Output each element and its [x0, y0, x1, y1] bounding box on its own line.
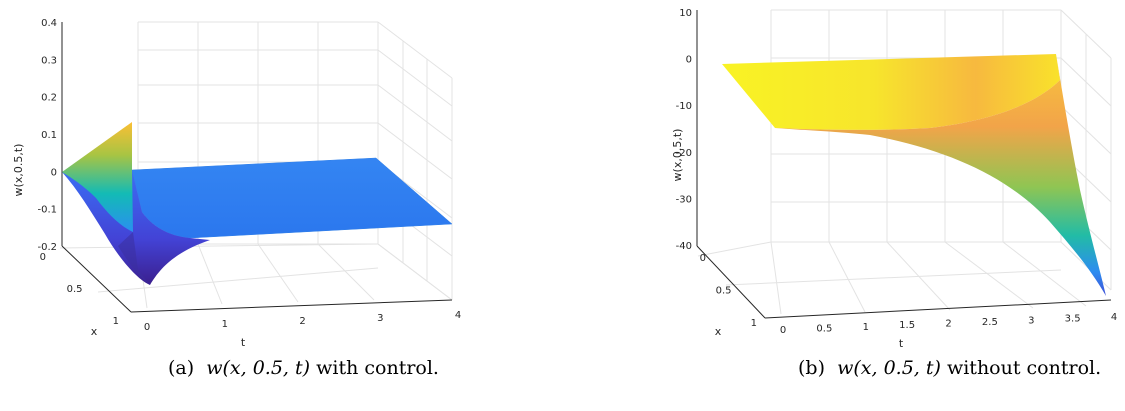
z-tick-label: -10 — [676, 101, 692, 112]
caption-b-text: without control. — [946, 357, 1102, 379]
panel-b-tlabel: t — [899, 337, 904, 350]
z-tick-label: 0 — [686, 55, 692, 66]
x-tick-label: 1 — [751, 318, 757, 329]
x-tick-label: 0.5 — [716, 286, 732, 297]
panel-b-box — [696, 10, 1112, 319]
z-tick-label: -20 — [676, 148, 692, 159]
t-tick-label: 3 — [377, 313, 383, 324]
z-tick-label: 0.4 — [41, 18, 57, 29]
panel-a-z-ticks: 0.4 0.3 0.2 0.1 0 -0.1 -0.2 — [37, 18, 57, 253]
caption-a-text: with control. — [316, 357, 439, 379]
t-tick-label: 2.5 — [982, 317, 998, 328]
panel-b-x-ticks: 00.51 — [700, 253, 757, 329]
z-tick-label: 0.1 — [41, 130, 57, 141]
t-tick-label: 4 — [1111, 312, 1117, 323]
t-tick-label: 3.5 — [1065, 314, 1081, 325]
t-tick-label: 4 — [455, 310, 461, 321]
t-tick-label: 0.5 — [816, 323, 832, 334]
surface-a-peak — [62, 122, 133, 232]
z-tick-label: 0.2 — [41, 93, 57, 104]
t-tick-label: 0 — [144, 322, 150, 333]
z-tick-label: -0.1 — [37, 205, 57, 216]
t-tick-label: 2 — [945, 319, 951, 330]
x-tick-label: 0 — [700, 253, 706, 264]
z-tick-label: 0 — [51, 167, 57, 178]
caption-b-label: (b) — [798, 357, 825, 379]
panel-a-xlabel: x — [91, 325, 98, 338]
caption-b: (b) w(x, 0.5, t) without control. — [798, 357, 1101, 379]
t-tick-label: 1.5 — [899, 320, 915, 331]
caption-a-math: w(x, 0.5, t) — [206, 357, 311, 379]
z-tick-label: 10 — [679, 8, 692, 19]
surface-a-front — [118, 232, 150, 285]
panel-a-zlabel: w(x,0.5,t) — [12, 144, 25, 197]
x-tick-label: 1 — [113, 316, 119, 327]
x-tick-label: 0 — [40, 252, 46, 263]
surface-plot-without-control: 100-10-20-30-40 00.51 0 0.5 1 1.5 2 2.5 3 3.5 4 … — [671, 8, 1117, 350]
z-tick-label: -30 — [676, 194, 692, 205]
surface-b-flat — [722, 54, 1060, 130]
panel-b-t-ticks: 0 0.5 1 1.5 2 2.5 3 3.5 4 — [780, 312, 1117, 336]
x-tick-label: 0.5 — [67, 284, 83, 295]
panel-a-t-ticks: 0 1 2 3 4 — [144, 310, 461, 333]
z-tick-label: -0.2 — [37, 242, 57, 253]
t-tick-label: 1 — [863, 322, 869, 333]
panel-b-zlabel: w(x,0.5,t) — [671, 129, 684, 182]
t-tick-label: 2 — [299, 316, 305, 327]
surface-a-flat — [131, 157, 453, 239]
caption-b-math: w(x, 0.5, t) — [837, 357, 941, 379]
z-tick-label: -40 — [676, 241, 692, 252]
t-tick-label: 1 — [222, 319, 228, 330]
panel-b-xlabel: x — [715, 325, 722, 338]
caption-a: (a) w(x, 0.5, t) with control. — [168, 357, 439, 379]
z-tick-label: 0.3 — [41, 55, 57, 66]
panel-a-x-ticks: 00.51 — [40, 252, 119, 327]
panel-a-tlabel: t — [241, 336, 246, 349]
panel-b-z-ticks: 10 0 -10 -20 -30 -40 — [676, 8, 692, 252]
t-tick-label: 0 — [780, 325, 786, 336]
surface-b-drop — [775, 54, 1106, 296]
panel-a-box — [61, 22, 453, 313]
caption-a-label: (a) — [168, 357, 195, 379]
t-tick-label: 3 — [1028, 315, 1034, 326]
